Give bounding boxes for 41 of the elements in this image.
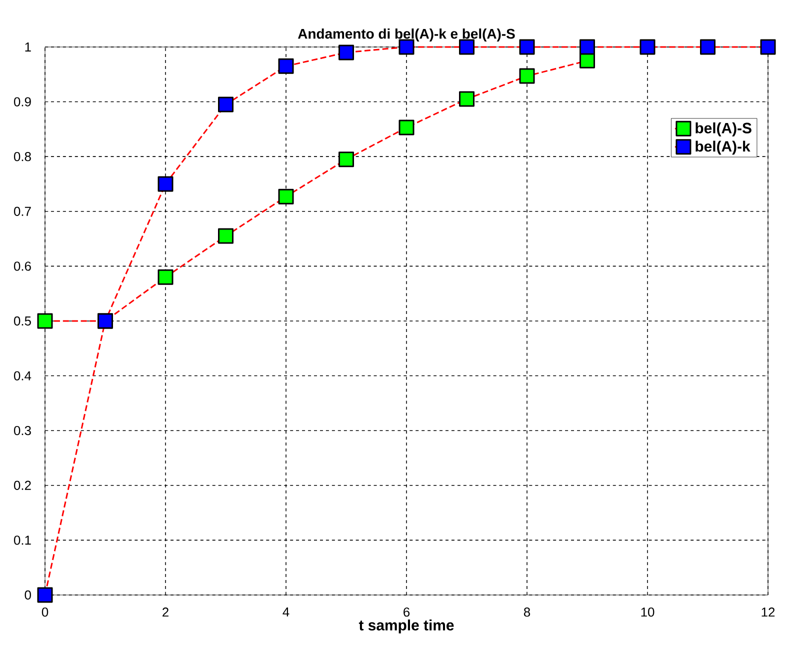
point [218, 228, 234, 244]
x-tick-label: 10 [641, 608, 654, 617]
point [580, 39, 596, 55]
y-tick-label: 0.4 [14, 371, 32, 380]
x-axis-title: t sample time [358, 620, 454, 634]
point [519, 39, 535, 55]
y-tick-label: 0.6 [14, 262, 31, 271]
y-tick-label: 1 [25, 42, 31, 52]
x-tick-label: 0 [42, 608, 48, 617]
x-tick-label: 2 [162, 608, 168, 617]
y-tick-label: 0 [24, 590, 31, 600]
x-tick-label: 12 [762, 608, 775, 617]
x-tick-label: 4 [282, 608, 290, 616]
y-tick-label: 0.8 [14, 152, 31, 162]
point [37, 313, 53, 329]
point [37, 587, 53, 603]
point [519, 68, 535, 84]
y-tick-label: 0.7 [14, 206, 31, 216]
point [278, 58, 294, 74]
point [640, 39, 656, 55]
point [278, 188, 294, 204]
point [398, 120, 414, 136]
y-tick-label: 0.1 [14, 536, 31, 545]
point [158, 269, 174, 285]
point [218, 96, 234, 112]
point [700, 39, 716, 55]
y-tick-label: 0.9 [14, 97, 31, 106]
legend-label: bel(A)-k [696, 140, 750, 155]
chart-title: Andamento di bel(A)-k e bel(A)-S [298, 28, 515, 42]
point [459, 91, 475, 107]
point [338, 152, 354, 168]
legend-label: bel(A)-S [696, 122, 752, 136]
point [760, 39, 776, 55]
x-tick-label: 6 [404, 608, 410, 617]
y-tick-label: 0.2 [14, 480, 31, 490]
point [338, 44, 354, 60]
point [580, 52, 596, 68]
y-tick-label: 0.3 [14, 426, 31, 436]
y-tick-label: 0.5 [14, 316, 31, 326]
x-tick-label: 8 [524, 608, 530, 617]
point [158, 176, 174, 192]
